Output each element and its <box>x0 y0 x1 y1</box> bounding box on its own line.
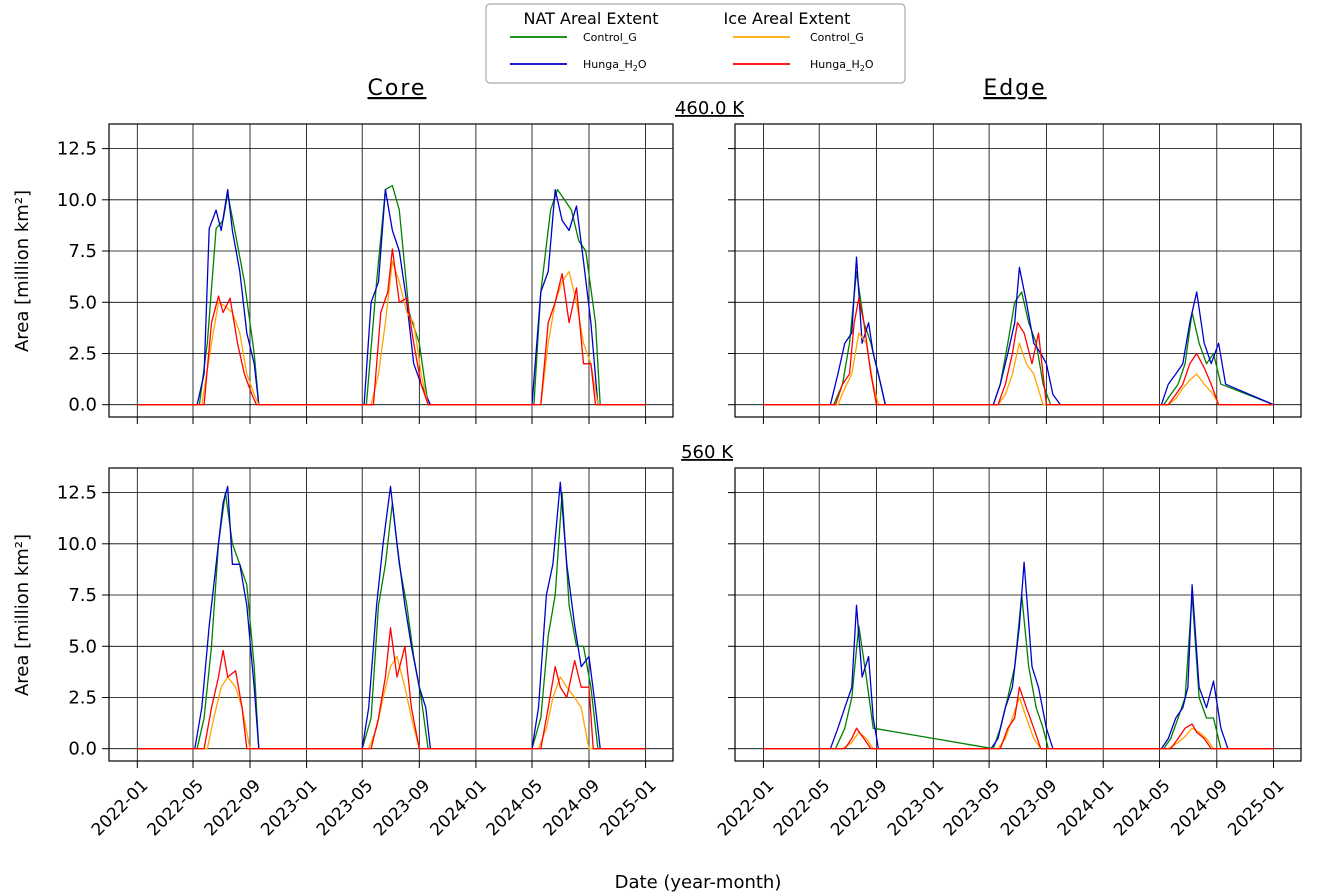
legend: NAT Areal Extent Ice Areal Extent Contro… <box>485 3 906 84</box>
y-tick-label: 12.5 <box>57 483 97 504</box>
legend-frame <box>485 3 906 84</box>
panels: 0.02.55.07.510.012.5 2022-012022-052022-… <box>57 123 1302 840</box>
series-line-ice-hunga <box>137 248 646 406</box>
row-title-bottom: 560 K <box>681 442 734 463</box>
row-title-top: 460.0 K <box>675 98 745 119</box>
legend-label-nat-hunga: Hunga_H2O <box>583 58 647 73</box>
x-tick-label: 2023-01 <box>257 776 321 840</box>
x-tick-label: 2023-05 <box>313 776 377 840</box>
plot-frame <box>734 467 1302 762</box>
series-line-nat-hunga <box>137 188 646 406</box>
series-line-nat-control <box>137 491 646 750</box>
panel-core-560K: 2022-012022-052022-092023-012023-052023-… <box>57 467 674 840</box>
legend-label-ice-control: Control_G <box>810 31 864 44</box>
plot-frame <box>108 123 674 418</box>
x-tick-label: 2023-05 <box>940 776 1004 840</box>
x-tick-label: 2022-01 <box>714 776 778 840</box>
y-tick-label: 5.0 <box>68 636 97 657</box>
column-title-core: Core <box>368 76 427 101</box>
legend-nat-heading: NAT Areal Extent <box>524 9 659 28</box>
x-tick-label: 2023-01 <box>884 776 948 840</box>
plot-frame <box>734 123 1302 418</box>
series-line-ice-hunga <box>763 686 1274 750</box>
column-title-edge: Edge <box>983 76 1046 101</box>
y-tick-label: 0.0 <box>68 395 97 416</box>
series-line-nat-control <box>763 594 1274 750</box>
x-tick-label: 2024-09 <box>540 776 604 840</box>
series-line-nat-hunga <box>763 256 1274 406</box>
legend-ice-heading: Ice Areal Extent <box>724 9 851 28</box>
panel-edge-460K <box>728 123 1302 424</box>
x-tick-label: 2022-01 <box>88 776 152 840</box>
y-tick-label: 12.5 <box>57 139 97 160</box>
x-tick-label: 2024-01 <box>427 776 491 840</box>
series-line-ice-control <box>137 655 646 750</box>
x-tick-label: 2022-09 <box>201 776 265 840</box>
x-tick-label: 2023-09 <box>370 776 434 840</box>
series-line-nat-hunga <box>137 481 646 750</box>
x-tick-label: 2024-09 <box>1167 776 1231 840</box>
x-tick-label: 2022-09 <box>827 776 891 840</box>
y-tick-label: 7.5 <box>68 585 97 606</box>
y-tick-label: 2.5 <box>68 343 97 364</box>
panel-edge-560K: 2022-012022-052022-092023-012023-052023-… <box>714 467 1302 840</box>
y-axis-label-top: Area [million km²] <box>12 190 33 352</box>
series-line-nat-hunga <box>763 561 1274 750</box>
x-tick-label: 2024-01 <box>1054 776 1118 840</box>
x-tick-label: 2022-05 <box>144 776 208 840</box>
series-line-ice-hunga <box>763 297 1274 406</box>
x-tick-label: 2025-01 <box>596 776 660 840</box>
series-line-nat-control <box>763 270 1274 406</box>
x-tick-label: 2022-05 <box>770 776 834 840</box>
y-tick-label: 10.0 <box>57 534 97 555</box>
x-tick-label: 2024-05 <box>483 776 547 840</box>
y-tick-label: 7.5 <box>68 241 97 262</box>
y-tick-label: 2.5 <box>68 687 97 708</box>
series-line-ice-hunga <box>137 627 646 750</box>
series-line-ice-control <box>137 260 646 406</box>
x-tick-label: 2025-01 <box>1224 776 1288 840</box>
y-tick-label: 0.0 <box>68 739 97 760</box>
legend-label-nat-control: Control_G <box>583 31 637 44</box>
y-tick-label: 10.0 <box>57 190 97 211</box>
panel-core-460K: 0.0 2.5 5.0 7.5 10.0 12.5 <box>57 123 674 424</box>
plot-frame <box>108 467 674 762</box>
legend-label-ice-hunga: Hunga_H2O <box>810 58 874 73</box>
y-tick-label: 5.0 <box>68 292 97 313</box>
x-axis-label: Date (year-month) <box>615 872 782 893</box>
x-tick-label: 2024-05 <box>1110 776 1174 840</box>
series-line-ice-control <box>763 332 1274 406</box>
y-axis-label-bottom: Area [million km²] <box>12 534 33 696</box>
x-tick-label: 2023-09 <box>997 776 1061 840</box>
